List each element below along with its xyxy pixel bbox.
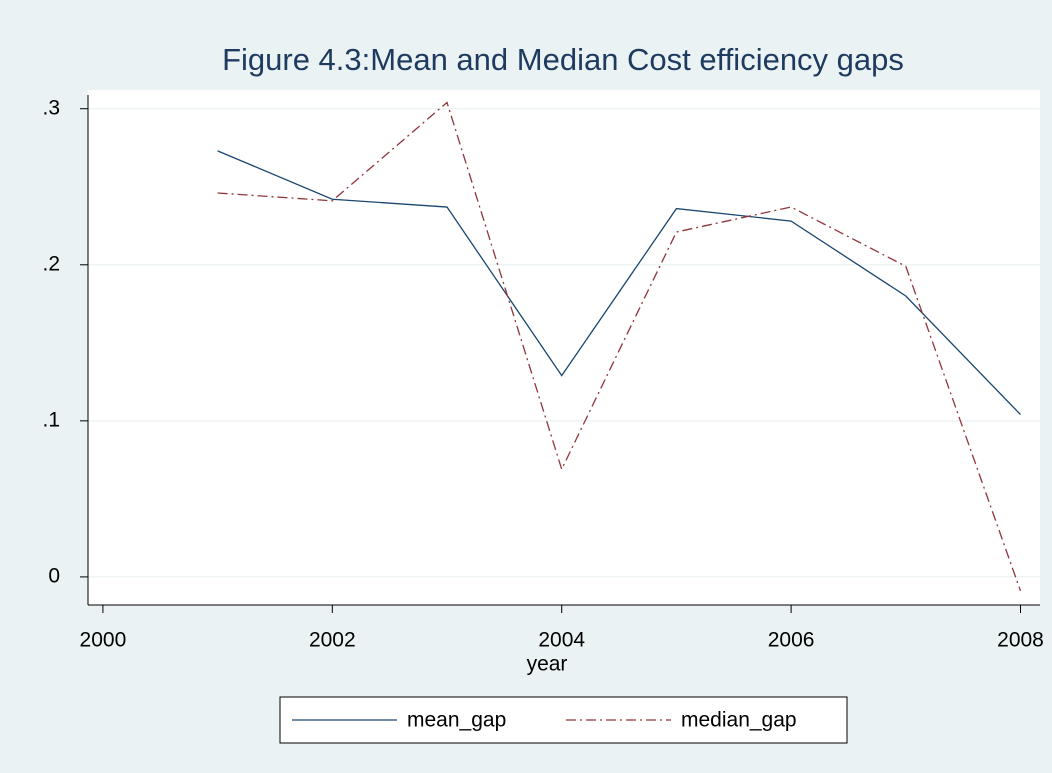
legend-label: median_gap: [681, 709, 797, 732]
y-tick-label: 0: [48, 564, 60, 587]
y-tick-label: .3: [42, 96, 60, 119]
x-tick-label: 2006: [768, 629, 815, 652]
y-tick-label: .2: [42, 252, 60, 275]
legend-label: mean_gap: [407, 709, 506, 732]
line-series: [217, 101, 1022, 592]
x-tick-label: 2004: [538, 629, 585, 652]
chart-title: Figure 4.3:Mean and Median Cost efficien…: [222, 42, 904, 77]
x-tick-label: 2000: [80, 629, 127, 652]
plot-area: [88, 90, 1040, 605]
line-series: [217, 150, 1021, 416]
x-axis-label: year: [527, 653, 568, 676]
x-tick-label: 2002: [309, 629, 356, 652]
y-tick-label: .1: [42, 408, 60, 431]
x-tick-label: 2008: [997, 629, 1044, 652]
